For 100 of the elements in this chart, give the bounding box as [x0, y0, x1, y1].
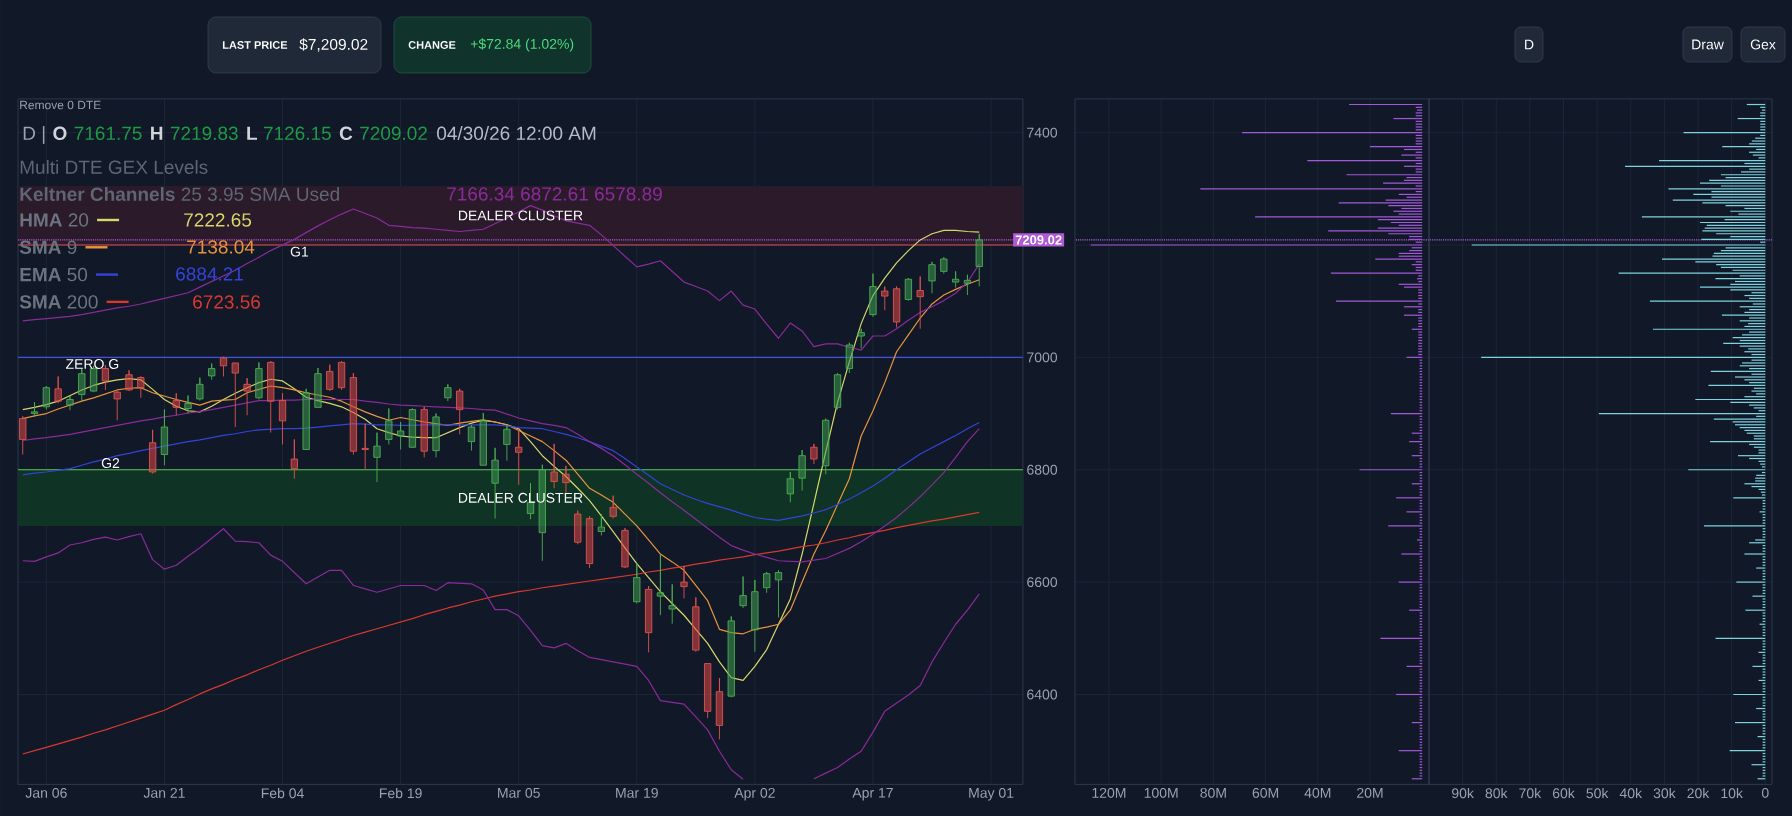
candlestick [361, 423, 369, 470]
x-tick-label: 20k [1687, 787, 1710, 799]
x-tick-label: Feb 04 [261, 787, 304, 799]
candlestick [515, 428, 523, 486]
candlestick [668, 583, 676, 625]
legend-label: HMA 20 [20, 213, 89, 227]
annotation: H [151, 126, 163, 140]
ref-line-label: G2 [101, 458, 120, 469]
candlestick [692, 596, 700, 653]
x-tick-label: Feb 19 [379, 787, 422, 799]
annotation: Keltner Channels 25 3.95 SMA Used [20, 187, 339, 201]
annotation: 7209.02 [360, 126, 427, 141]
y-tick-label: 6600 [1027, 577, 1058, 588]
band-label: DEALER CLUSTER [458, 492, 583, 503]
candlestick [845, 342, 853, 374]
candlestick [19, 415, 27, 456]
text: CHANGE [408, 41, 456, 49]
candlestick [798, 449, 806, 491]
candlestick [160, 409, 169, 466]
y-tick-label: 6800 [1027, 464, 1058, 475]
candlestick [314, 367, 322, 408]
candlestick [550, 443, 558, 489]
candlestick [597, 513, 605, 536]
candlestick [255, 361, 263, 400]
annotation: C [339, 126, 353, 141]
text: +$72.84 (1.02%) [470, 38, 574, 52]
candlestick [656, 553, 665, 616]
candlestick [904, 277, 913, 302]
band-label: DEALER CLUSTER [458, 210, 583, 221]
candlestick [219, 356, 228, 377]
legend-label: SMA 200 [19, 295, 98, 309]
x-tick-label: Apr 02 [734, 787, 775, 801]
candlestick [267, 360, 275, 434]
candlestick [302, 388, 310, 450]
candlestick [704, 663, 712, 719]
annotation: 7222.65 [184, 213, 252, 227]
x-tick-label: Jan 21 [143, 787, 185, 798]
candlestick [208, 363, 216, 381]
candlestick [763, 571, 771, 594]
candlestick [881, 286, 889, 311]
candlestick [739, 576, 747, 609]
candlestick [278, 392, 287, 445]
x-tick-label: 120M [1092, 787, 1126, 798]
candlestick [373, 432, 381, 483]
candlestick [432, 413, 440, 458]
candlestick [715, 677, 724, 740]
x-tick-label: 100M [1144, 787, 1178, 798]
ref-line-label: G1 [290, 246, 309, 257]
candlestick [644, 585, 653, 653]
candlestick [857, 328, 865, 349]
x-tick-label: 60M [1252, 787, 1279, 798]
x-tick-label: 0 [1761, 787, 1769, 798]
x-tick-label: 40M [1304, 787, 1331, 798]
x-tick-label: 60k [1552, 787, 1575, 799]
x-tick-label: Mar 19 [616, 787, 658, 798]
candlestick [822, 418, 830, 475]
candlestick [585, 515, 594, 569]
ref-line-label: 7209.02 [1015, 235, 1062, 245]
text: $7,209.02 [299, 38, 368, 52]
candlestick [621, 527, 629, 569]
candlestick [479, 412, 487, 466]
candlestick [243, 377, 251, 416]
y-tick-label: 7400 [1027, 127, 1058, 138]
ref-line-label: ZERO G [65, 359, 119, 369]
candlestick [420, 406, 428, 458]
annotation: 7219.83 [170, 126, 238, 141]
x-tick-label: 10k [1721, 787, 1743, 799]
candlestick [337, 360, 346, 391]
x-tick-label: 20M [1357, 787, 1383, 798]
candlestick [467, 424, 476, 452]
x-tick-label: 30k [1653, 787, 1676, 799]
text: Gex [1750, 39, 1776, 50]
annotation: Remove 0 DTE [20, 100, 101, 110]
x-tick-label: Apr 17 [852, 787, 893, 801]
y-tick-label: 7000 [1027, 352, 1058, 363]
candlestick [196, 377, 204, 402]
x-tick-label: 40k [1619, 787, 1643, 799]
text: D [1525, 39, 1534, 50]
candlestick [54, 376, 62, 404]
candlestick [148, 429, 157, 475]
candlestick [951, 270, 960, 289]
text: Draw [1692, 39, 1724, 50]
legend-label: EMA 50 [20, 267, 88, 282]
candlestick [975, 233, 983, 287]
annotation: 7161.75 [74, 126, 142, 141]
candlestick [751, 579, 759, 653]
candlestick [125, 369, 133, 392]
candlestick [349, 372, 358, 456]
annotation: 7126.15 [263, 126, 331, 141]
candlestick [78, 368, 86, 402]
candlestick [810, 443, 818, 465]
candlestick [727, 615, 735, 698]
candlestick [385, 408, 393, 445]
y-tick-label: 6400 [1027, 689, 1058, 700]
annotation: Multi DTE GEX Levels [20, 160, 208, 174]
candlestick [574, 510, 582, 545]
x-tick-label: 70k [1519, 787, 1542, 799]
x-tick-label: Mar 05 [498, 787, 540, 798]
annotation: 7166.34 6872.61 6578.89 [447, 187, 662, 201]
candlestick [30, 401, 39, 418]
